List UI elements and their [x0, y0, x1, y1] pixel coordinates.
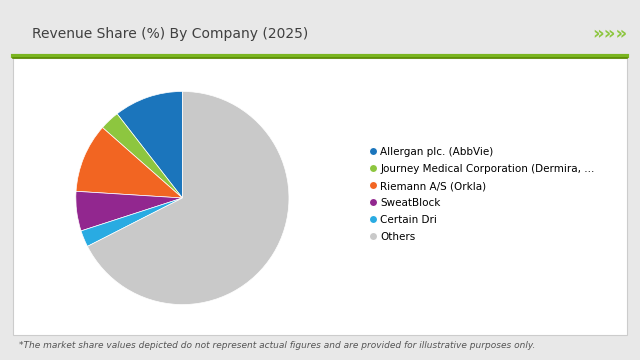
Text: *The market share values depicted do not represent actual figures and are provid: *The market share values depicted do not…	[19, 341, 536, 350]
Wedge shape	[76, 127, 182, 198]
Text: »»»: »»»	[592, 25, 627, 43]
Wedge shape	[102, 114, 182, 198]
Legend: Allergan plc. (AbbVie), Journey Medical Corporation (Dermira, ..., Riemann A/S (: Allergan plc. (AbbVie), Journey Medical …	[370, 147, 595, 242]
Bar	[13, 11, 627, 58]
Bar	[13, 58, 627, 335]
Text: Revenue Share (%) By Company (2025): Revenue Share (%) By Company (2025)	[32, 27, 308, 41]
Wedge shape	[88, 91, 289, 305]
Wedge shape	[117, 91, 182, 198]
Wedge shape	[76, 191, 182, 231]
Wedge shape	[81, 198, 182, 246]
